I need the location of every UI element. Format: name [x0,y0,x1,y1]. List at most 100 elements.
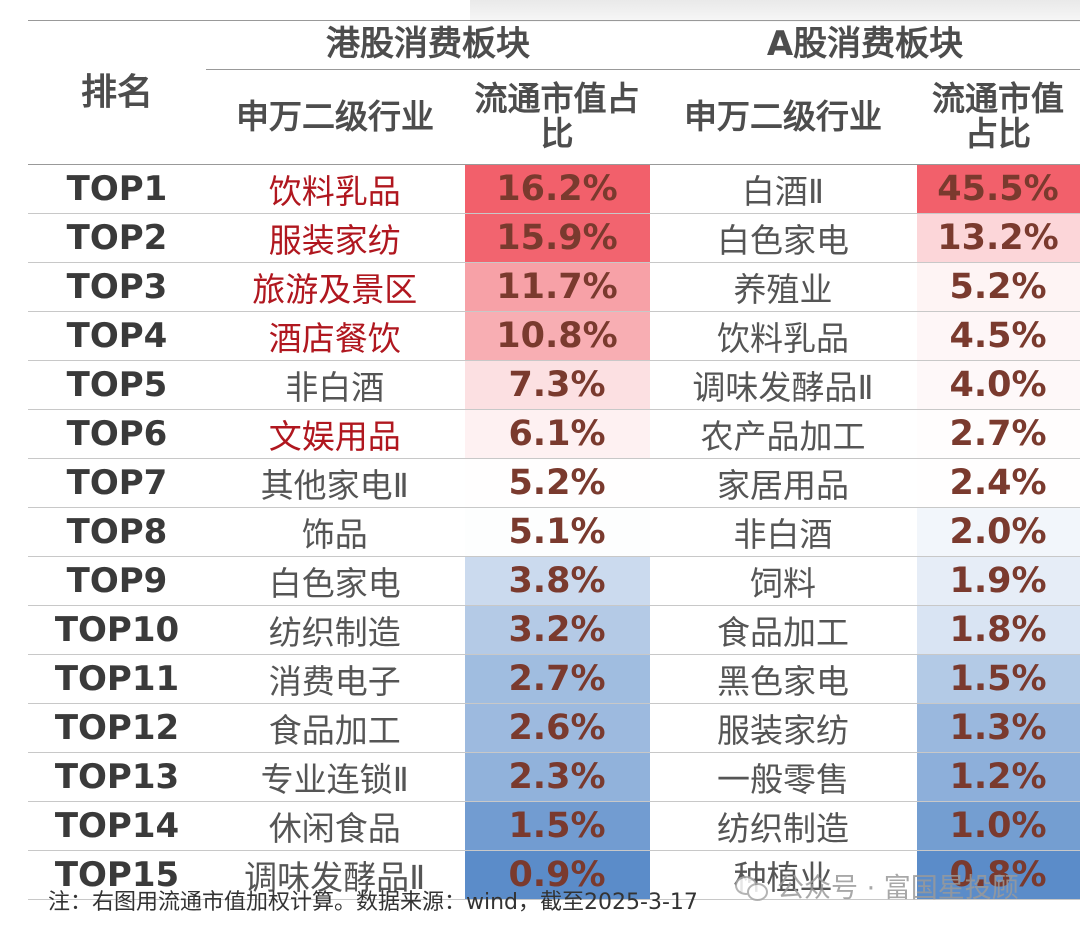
a-ratio-cell: 4.5% [915,311,1080,361]
hk-industry-cell: 服装家纺 [206,213,464,263]
hk-ratio-cell: 1.5% [463,801,651,851]
rank-cell: TOP9 [28,556,206,606]
hk-ratio-cell: 7.3% [463,360,651,410]
hk-industry-cell: 专业连锁Ⅱ [206,752,464,802]
hk-ratio-cell: 5.2% [463,458,651,508]
rank-cell: TOP15 [28,850,206,900]
hk-industry-cell: 调味发酵品Ⅱ [206,850,464,900]
a-ratio-cell: 2.4% [915,458,1080,508]
a-ratio-cell: 1.5% [915,654,1080,704]
a-industry-cell: 非白酒 [650,507,916,557]
hk-ratio-cell: 5.1% [463,507,651,557]
a-industry-cell: 家居用品 [650,458,916,508]
a-industry-cell: 农产品加工 [650,409,916,459]
table-row: TOP4 酒店餐饮 10.8% 饮料乳品 4.5% [28,311,1080,361]
a-industry-cell: 饲料 [650,556,916,606]
a-ratio-cell: 45.5% [915,164,1080,214]
rank-cell: TOP12 [28,703,206,753]
a-ratio-cell: 2.7% [915,409,1080,459]
hk-industry-cell: 其他家电Ⅱ [206,458,464,508]
hk-ratio-cell: 10.8% [463,311,651,361]
a-industry-cell: 饮料乳品 [650,311,916,361]
hk-ratio-cell: 2.6% [463,703,651,753]
consumer-sector-table: 排名 港股消费板块 A股消费板块 申万二级行业 流通市值占比 申万二级行业 流通… [28,20,1080,900]
rank-cell: TOP4 [28,311,206,361]
table-row: TOP14 休闲食品 1.5% 纺织制造 1.0% [28,801,1080,851]
table-row: TOP10 纺织制造 3.2% 食品加工 1.8% [28,605,1080,655]
rank-cell: TOP10 [28,605,206,655]
hk-industry-cell: 非白酒 [206,360,464,410]
hk-industry-cell: 纺织制造 [206,605,464,655]
hk-ratio-cell: 3.2% [463,605,651,655]
a-industry-cell: 食品加工 [650,605,916,655]
a-industry-cell: 服装家纺 [650,703,916,753]
hk-ratio-cell: 6.1% [463,409,651,459]
table-row: TOP13 专业连锁Ⅱ 2.3% 一般零售 1.2% [28,752,1080,802]
table-row: TOP5 非白酒 7.3% 调味发酵品Ⅱ 4.0% [28,360,1080,410]
hk-industry-cell: 白色家电 [206,556,464,606]
footnote: 注：右图用流通市值加权计算。数据来源：wind，截至2025-3-17 [48,890,698,915]
a-industry-cell: 调味发酵品Ⅱ [650,360,916,410]
table-row: TOP2 服装家纺 15.9% 白色家电 13.2% [28,213,1080,263]
watermark-text: 公众号 · 富国星投顾 [777,873,1019,904]
a-ratio-cell: 0.8% [915,850,1080,900]
rank-cell: TOP2 [28,213,206,263]
rank-cell: TOP14 [28,801,206,851]
hk-industry-cell: 消费电子 [206,654,464,704]
header-shade [470,0,1080,22]
watermark: 公众号 · 富国星投顾 [735,866,1019,905]
table-body: TOP1 饮料乳品 16.2% 白酒Ⅱ 45.5% TOP2 服装家纺 15.9% 白色家电 13… [28,164,1080,900]
table-row: TOP8 饰品 5.1% 非白酒 2.0% [28,507,1080,557]
a-ratio-cell: 1.3% [915,703,1080,753]
hk-industry-cell: 休闲食品 [206,801,464,851]
a-ratio-cell: 1.2% [915,752,1080,802]
a-industry-header: 申万二级行业 [650,69,916,165]
hk-ratio-cell: 3.8% [463,556,651,606]
hk-industry-header: 申万二级行业 [206,69,464,165]
wechat-icon [735,874,769,901]
a-industry-cell: 纺织制造 [650,801,916,851]
hk-industry-cell: 食品加工 [206,703,464,753]
hk-ratio-cell: 0.9% [463,850,651,900]
a-industry-cell: 养殖业 [650,262,916,312]
a-industry-cell: 白色家电 [650,213,916,263]
a-ratio-cell: 4.0% [915,360,1080,410]
a-group-header: A股消费板块 [650,20,1080,70]
rank-cell: TOP5 [28,360,206,410]
table-row: TOP1 饮料乳品 16.2% 白酒Ⅱ 45.5% [28,164,1080,214]
hk-ratio-header: 流通市值占比 [464,69,650,165]
table-row: TOP3 旅游及景区 11.7% 养殖业 5.2% [28,262,1080,312]
rank-header: 排名 [28,20,206,165]
rank-cell: TOP8 [28,507,206,557]
rank-cell: TOP1 [28,164,206,214]
rank-cell: TOP13 [28,752,206,802]
hk-ratio-cell: 2.7% [463,654,651,704]
a-ratio-cell: 5.2% [915,262,1080,312]
a-industry-cell: 种植业 [650,850,916,900]
table-row: TOP12 食品加工 2.6% 服装家纺 1.3% [28,703,1080,753]
hk-group-header: 港股消费板块 [206,20,650,70]
table-row: TOP7 其他家电Ⅱ 5.2% 家居用品 2.4% [28,458,1080,508]
rank-cell: TOP11 [28,654,206,704]
rank-cell: TOP6 [28,409,206,459]
hk-industry-cell: 文娱用品 [206,409,464,459]
a-ratio-cell: 1.9% [915,556,1080,606]
hk-industry-cell: 旅游及景区 [206,262,464,312]
hk-ratio-cell: 15.9% [463,213,651,263]
hk-ratio-cell: 2.3% [463,752,651,802]
hk-ratio-cell: 16.2% [463,164,651,214]
table-row: TOP9 白色家电 3.8% 饲料 1.9% [28,556,1080,606]
a-ratio-cell: 1.0% [915,801,1080,851]
a-ratio-header: 流通市值占比 [916,69,1080,165]
hk-ratio-cell: 11.7% [463,262,651,312]
a-ratio-cell: 13.2% [915,213,1080,263]
table-row: TOP11 消费电子 2.7% 黑色家电 1.5% [28,654,1080,704]
a-industry-cell: 黑色家电 [650,654,916,704]
rank-cell: TOP3 [28,262,206,312]
table-row: TOP6 文娱用品 6.1% 农产品加工 2.7% [28,409,1080,459]
a-industry-cell: 一般零售 [650,752,916,802]
hk-industry-cell: 酒店餐饮 [206,311,464,361]
table-row: TOP15 调味发酵品Ⅱ 0.9% 种植业 0.8% [28,850,1080,900]
hk-industry-cell: 饮料乳品 [206,164,464,214]
hk-industry-cell: 饰品 [206,507,464,557]
